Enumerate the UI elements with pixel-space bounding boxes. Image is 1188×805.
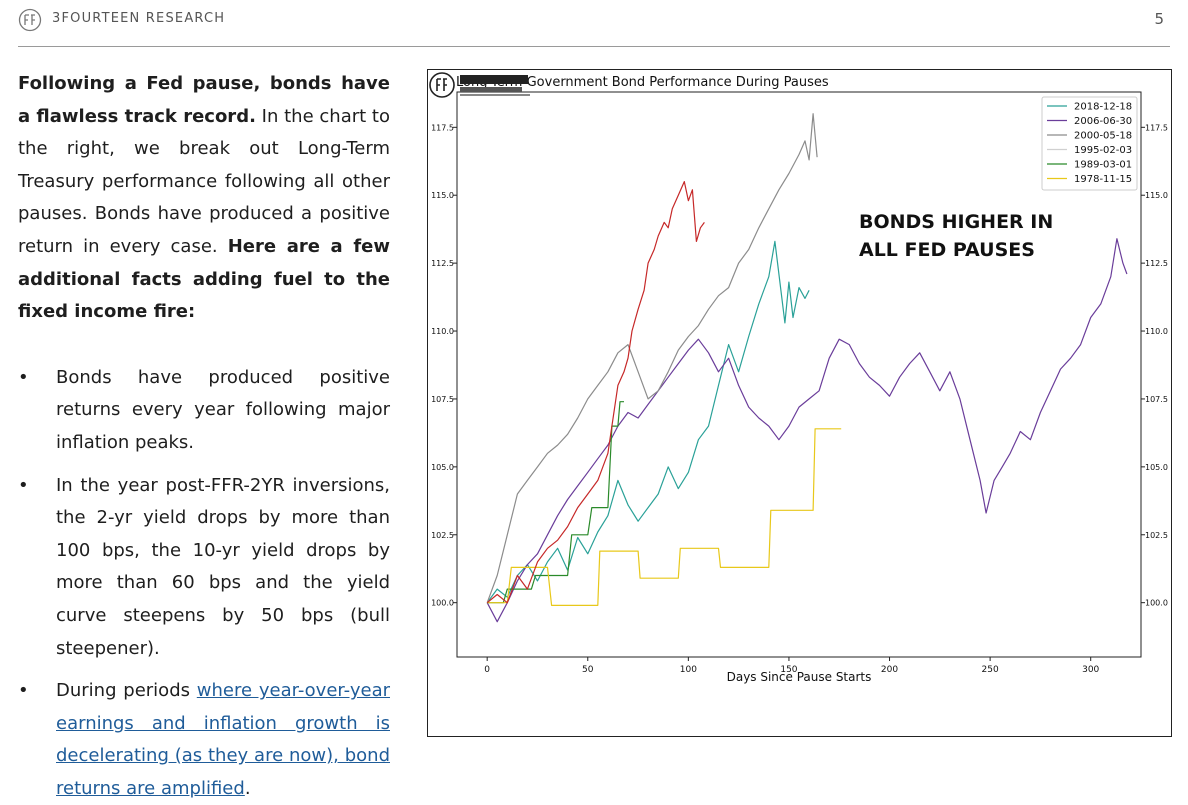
- bullet-text-before: During periods: [56, 680, 197, 702]
- legend-label: 2018-12-18: [1074, 102, 1132, 113]
- plot-area: [456, 91, 1142, 658]
- commentary-text: Following a Fed pause, bonds have a flaw…: [18, 68, 390, 805]
- legend-label: 1978-11-15: [1074, 174, 1132, 185]
- x-tick-label: 50: [582, 665, 594, 675]
- legend-label: 1989-03-01: [1074, 160, 1132, 171]
- x-tick-label: 300: [1082, 665, 1099, 675]
- y-tick-label-right: 110.0: [1145, 327, 1168, 336]
- y-tick-label-right: 105.0: [1145, 463, 1168, 472]
- page-number: 5: [1154, 10, 1164, 28]
- intro-text: In the chart to the right, we break out …: [18, 105, 391, 257]
- y-tick-label-left: 100.0: [431, 599, 454, 608]
- logo-icon: [18, 8, 42, 32]
- bullet-item: • Bonds have produced positive returns e…: [18, 362, 390, 460]
- y-tick-label-right: 117.5: [1145, 123, 1168, 132]
- y-tick-label-left: 110.0: [431, 327, 454, 336]
- intro-bold: Following a Fed pause, bonds have a flaw…: [18, 73, 390, 127]
- intro-paragraph: Following a Fed pause, bonds have a flaw…: [18, 68, 390, 329]
- bond-performance-chart: Long-Term Government Bond Performance Du…: [427, 69, 1172, 737]
- y-tick-label-left: 105.0: [431, 463, 454, 472]
- bullet-text-after: .: [244, 777, 251, 799]
- bullet-item: • In the year post-FFR-2YR inversions, t…: [18, 470, 390, 666]
- x-tick-label: 250: [982, 665, 999, 675]
- bullet-item: • During periods where year-over-year ea…: [18, 675, 390, 805]
- series-line-1989-03-01: [487, 401, 624, 604]
- y-tick-label-left: 107.5: [431, 395, 454, 404]
- legend: 2018-12-18 2006-06-30 2000-05-18 1995-02-03…: [1041, 96, 1138, 191]
- series-line-2006-06-30: [486, 238, 1128, 623]
- y-tick-label-right: 107.5: [1145, 395, 1168, 404]
- y-tick-label-right: 112.5: [1145, 259, 1168, 268]
- y-tick-label-left: 112.5: [431, 259, 454, 268]
- series-line-unlabeled-6: [486, 180, 705, 604]
- x-tick-label: 100: [680, 665, 697, 675]
- series-line-2000-05-18: [486, 113, 818, 603]
- x-tick-label: 200: [881, 665, 898, 675]
- series-line-1978-11-15: [487, 428, 842, 607]
- page-header: 3FOURTEEN RESEARCH 5: [18, 8, 1170, 47]
- y-tick-label-right: 100.0: [1145, 599, 1168, 608]
- annotation-line-2: ALL FED PAUSES: [859, 239, 1035, 261]
- bullet-marker: •: [18, 474, 29, 496]
- legend-label: 2000-05-18: [1074, 131, 1132, 142]
- series-line-2018-12-18: [486, 240, 810, 604]
- legend-label: 2006-06-30: [1074, 116, 1132, 127]
- brand-name: 3FOURTEEN RESEARCH: [52, 11, 226, 26]
- y-tick-label-right: 115.0: [1145, 191, 1168, 200]
- footer-logo-icon: [429, 72, 530, 98]
- y-tick-label-left: 115.0: [431, 191, 454, 200]
- x-axis-label: Days Since Pause Starts: [727, 670, 872, 684]
- chart-title: Long-Term Government Bond Performance Du…: [456, 75, 829, 90]
- annotation-line-1: BONDS HIGHER IN: [859, 211, 1053, 233]
- bullet-text: In the year post-FFR-2YR inversions, the…: [56, 474, 390, 659]
- y-tick-label-left: 117.5: [431, 123, 454, 132]
- bullet-text: Bonds have produced positive returns eve…: [56, 366, 390, 453]
- bullet-marker: •: [18, 680, 29, 702]
- x-tick-label: 150: [780, 665, 797, 675]
- bullet-list: • Bonds have produced positive returns e…: [18, 362, 390, 805]
- chart-svg: Long-Term Government Bond Performance Du…: [431, 75, 1168, 684]
- intro-bold-2: Here are a few additional facts adding f…: [18, 235, 390, 323]
- y-tick-label-right: 102.5: [1145, 531, 1168, 540]
- x-tick-label: 0: [484, 665, 490, 675]
- y-tick-label-left: 102.5: [431, 531, 454, 540]
- legend-label: 1995-02-03: [1074, 145, 1132, 156]
- bullet-marker: •: [18, 366, 29, 388]
